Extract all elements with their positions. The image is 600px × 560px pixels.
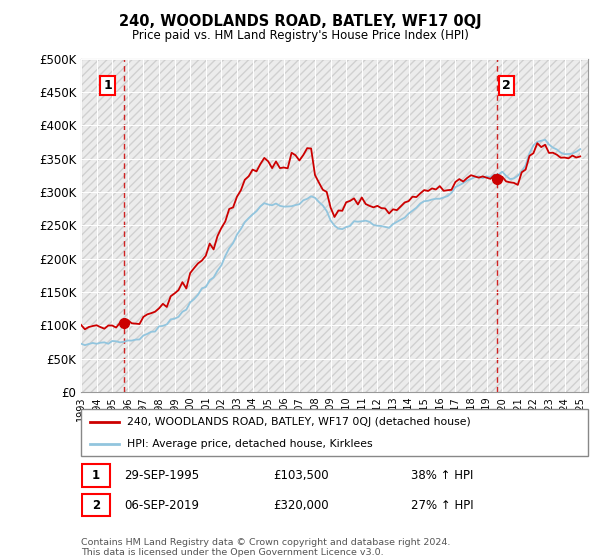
Bar bbox=[81, 59, 588, 392]
Bar bbox=[82, 494, 110, 516]
Text: 240, WOODLANDS ROAD, BATLEY, WF17 0QJ (detached house): 240, WOODLANDS ROAD, BATLEY, WF17 0QJ (d… bbox=[127, 417, 470, 427]
Text: 29-SEP-1995: 29-SEP-1995 bbox=[124, 469, 199, 482]
Text: 2: 2 bbox=[502, 79, 511, 92]
Text: 06-SEP-2019: 06-SEP-2019 bbox=[124, 498, 199, 512]
Text: 38% ↑ HPI: 38% ↑ HPI bbox=[410, 469, 473, 482]
Text: Contains HM Land Registry data © Crown copyright and database right 2024.
This d: Contains HM Land Registry data © Crown c… bbox=[81, 538, 451, 557]
Text: 1: 1 bbox=[92, 469, 100, 482]
Text: £103,500: £103,500 bbox=[274, 469, 329, 482]
Text: HPI: Average price, detached house, Kirklees: HPI: Average price, detached house, Kirk… bbox=[127, 438, 372, 449]
Text: 240, WOODLANDS ROAD, BATLEY, WF17 0QJ: 240, WOODLANDS ROAD, BATLEY, WF17 0QJ bbox=[119, 14, 481, 29]
Text: Price paid vs. HM Land Registry's House Price Index (HPI): Price paid vs. HM Land Registry's House … bbox=[131, 29, 469, 42]
Bar bbox=[82, 464, 110, 487]
Text: 27% ↑ HPI: 27% ↑ HPI bbox=[410, 498, 473, 512]
Text: £320,000: £320,000 bbox=[274, 498, 329, 512]
Text: 2: 2 bbox=[92, 498, 100, 512]
Text: 1: 1 bbox=[104, 79, 112, 92]
